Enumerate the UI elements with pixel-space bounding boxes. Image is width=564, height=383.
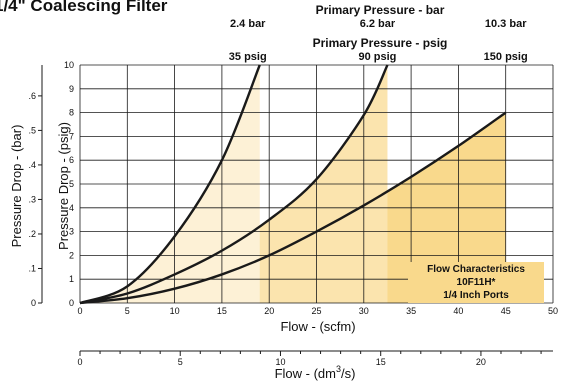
x-tick-label: 45 [501, 306, 511, 316]
y-tick-label: 5 [69, 179, 74, 189]
x-tick-label: 50 [548, 306, 558, 316]
y-axis-label: Pressure Drop - (psig) [56, 122, 71, 250]
dm3s-tick-label: 5 [178, 357, 183, 367]
x-tick-label: 40 [453, 306, 463, 316]
y-tick-label: 9 [69, 84, 74, 94]
area-fill-series-1 [80, 65, 260, 303]
y-tick-label: 6 [69, 155, 74, 165]
series-psig-label: 150 psig [484, 51, 528, 63]
y-tick-label: 10 [64, 60, 74, 70]
y-tick-label: 2 [69, 250, 74, 260]
annotation-line-1: Flow Characteristics [427, 264, 525, 275]
x-tick-label: 0 [77, 306, 82, 316]
series-line-1 [79, 64, 261, 305]
y-tick-label: 7 [69, 131, 74, 141]
annotation-line-3: 1/4 Inch Ports [443, 290, 509, 301]
dm3s-tick-label: 10 [275, 357, 285, 367]
series-lines [79, 64, 507, 305]
header-psig: Primary Pressure - psig [313, 36, 448, 50]
bar-tick-label: .6 [28, 91, 36, 101]
axes: 0 5 10 15 20 25 30 35 40 45 500123456789100.1.2.3.… [28, 60, 558, 367]
area-fill-series-2 [80, 65, 388, 303]
y-tick-label: 1 [69, 274, 74, 284]
bar-tick-label: .5 [28, 125, 36, 135]
x-tick-label: 35 [406, 306, 416, 316]
dm3s-tick-label: 15 [376, 357, 386, 367]
series-psig-label: 35 psig [229, 51, 267, 63]
y-tick-label: 0 [69, 298, 74, 308]
series-psig-label: 90 psig [358, 51, 396, 63]
series-bar-label: 6.2 bar [360, 18, 396, 30]
series-bar-label: 10.3 bar [485, 18, 527, 30]
x-tick-label: 25 [311, 306, 321, 316]
annotation-line-2: 10F11H* [457, 277, 496, 288]
y2-axis-label: Pressure Drop - (bar) [9, 125, 24, 248]
bar-tick-label: .1 [28, 263, 36, 273]
series-line-3 [79, 111, 507, 305]
series-bar-label: 2.4 bar [230, 18, 266, 30]
dm3s-tick-label: 20 [476, 357, 486, 367]
y-tick-label: 4 [69, 203, 74, 213]
x-tick-label: 10 [170, 306, 180, 316]
series-labels: 2.4 bar 35 psig 6.2 bar 90 psig 10.3 bar 150 … [229, 18, 528, 63]
x-tick-label: 30 [359, 306, 369, 316]
x-tick-label: 5 [125, 306, 130, 316]
x-tick-label: 15 [217, 306, 227, 316]
x-axis-label: Flow - (scfm) [280, 319, 355, 334]
y-tick-label: 8 [69, 108, 74, 118]
bar-tick-label: .3 [28, 194, 36, 204]
annotation-box [408, 262, 544, 303]
x-tick-label: 20 [264, 306, 274, 316]
chart-title: 1/4" Coalescing Filter [0, 0, 168, 15]
dm3s-tick-label: 0 [77, 357, 82, 367]
y-tick-label: 3 [69, 227, 74, 237]
series-line-2 [79, 64, 389, 305]
bar-tick-label: .2 [28, 229, 36, 239]
bar-tick-label: 0 [31, 298, 36, 308]
header-bar: Primary Pressure - bar [316, 3, 445, 17]
bar-tick-label: .4 [28, 160, 36, 170]
x2-axis-label: Flow - (dm3/s) [275, 364, 356, 381]
